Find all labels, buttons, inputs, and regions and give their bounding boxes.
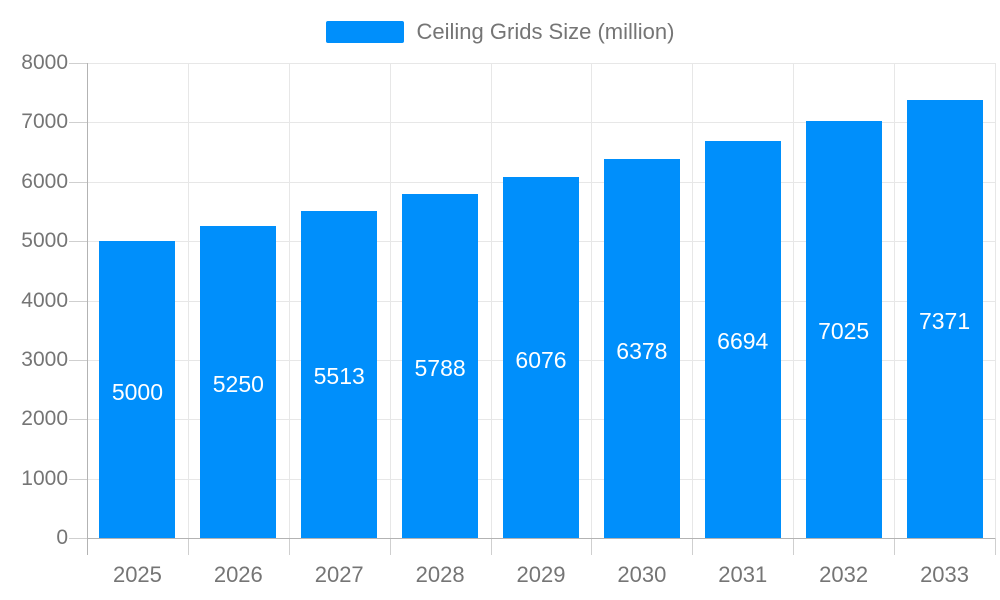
y-axis-tick bbox=[69, 241, 87, 243]
y-axis-tick bbox=[69, 359, 87, 361]
x-axis-tick bbox=[894, 538, 896, 555]
bar[interactable] bbox=[704, 140, 781, 538]
gridline-vertical bbox=[389, 63, 391, 538]
y-axis-label: 5000 bbox=[21, 229, 68, 253]
legend[interactable]: Ceiling Grids Size (million) bbox=[0, 20, 1000, 44]
bar[interactable] bbox=[301, 210, 378, 538]
y-axis-tick bbox=[69, 419, 87, 421]
x-axis-tick bbox=[793, 538, 795, 555]
y-axis-tick bbox=[69, 122, 87, 124]
x-axis-label: 2031 bbox=[718, 562, 768, 587]
y-axis-label: 2000 bbox=[21, 407, 68, 431]
y-axis-tick bbox=[69, 300, 87, 302]
gridline-vertical bbox=[995, 63, 996, 538]
bar-value-label: 6378 bbox=[616, 337, 668, 364]
y-axis-label: 8000 bbox=[21, 51, 68, 74]
x-axis-tick bbox=[288, 538, 290, 555]
bar[interactable] bbox=[200, 226, 277, 538]
x-axis-tick bbox=[389, 538, 391, 555]
x-axis-label: 2033 bbox=[920, 562, 970, 587]
gridline-vertical bbox=[894, 63, 896, 538]
bar-value-label: 5788 bbox=[414, 355, 466, 382]
gridline-vertical bbox=[692, 63, 694, 538]
x-axis-label: 2030 bbox=[617, 562, 667, 587]
bar-value-label: 6076 bbox=[515, 346, 567, 373]
x-axis-label: 2028 bbox=[415, 562, 465, 587]
bar-value-label: 6694 bbox=[717, 328, 769, 355]
y-axis-label: 3000 bbox=[21, 347, 68, 371]
bar-value-label: 5513 bbox=[313, 363, 365, 390]
legend-swatch-icon bbox=[325, 21, 404, 43]
bar[interactable] bbox=[402, 194, 479, 538]
bar[interactable] bbox=[906, 100, 983, 538]
x-axis-label: 2027 bbox=[314, 562, 364, 587]
y-axis-label: 4000 bbox=[21, 288, 68, 312]
bar[interactable] bbox=[603, 159, 680, 538]
bar[interactable] bbox=[503, 177, 579, 538]
x-axis-tick bbox=[995, 538, 996, 555]
y-axis-tick bbox=[69, 538, 87, 539]
x-axis-tick bbox=[490, 538, 492, 555]
gridline-vertical bbox=[490, 63, 492, 538]
bar[interactable] bbox=[99, 241, 176, 538]
legend-label: Ceiling Grids Size (million) bbox=[416, 19, 675, 44]
gridline-vertical bbox=[288, 63, 290, 538]
x-axis-label: 2025 bbox=[112, 562, 162, 587]
gridline-vertical bbox=[591, 63, 593, 538]
y-axis-label: 7000 bbox=[21, 110, 68, 134]
y-axis-label: 1000 bbox=[21, 466, 68, 490]
x-axis-label: 2029 bbox=[516, 562, 566, 587]
gridline-vertical bbox=[187, 63, 189, 538]
x-axis-line bbox=[87, 538, 995, 539]
y-axis-label: 6000 bbox=[21, 169, 68, 193]
x-axis-tick bbox=[692, 538, 694, 555]
gridline-horizontal bbox=[87, 63, 995, 64]
gridline-horizontal bbox=[87, 122, 995, 124]
bar-value-label: 7025 bbox=[818, 318, 870, 345]
x-axis-tick bbox=[187, 538, 189, 555]
x-axis-label: 2032 bbox=[819, 562, 869, 587]
y-axis-line bbox=[87, 63, 88, 555]
x-axis-tick bbox=[591, 538, 593, 555]
bar[interactable] bbox=[805, 120, 882, 538]
bar-value-label: 7371 bbox=[918, 308, 971, 335]
y-axis-tick bbox=[69, 478, 87, 480]
y-axis-label: 0 bbox=[56, 526, 68, 549]
y-axis-tick bbox=[69, 181, 87, 183]
x-axis-label: 2026 bbox=[213, 562, 263, 587]
bar-value-label: 5250 bbox=[212, 371, 264, 398]
gridline-vertical bbox=[793, 63, 795, 538]
bar-value-label: 5000 bbox=[111, 378, 164, 405]
y-axis-tick bbox=[69, 63, 87, 64]
